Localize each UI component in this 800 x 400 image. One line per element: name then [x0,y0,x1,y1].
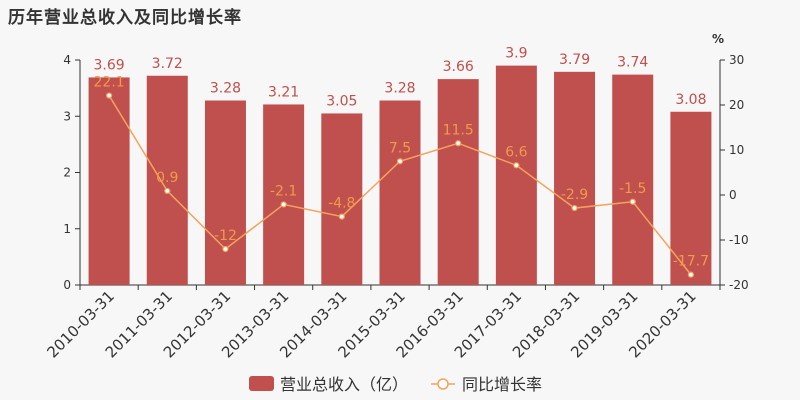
chart-title: 历年营业总收入及同比增长率 [8,8,242,28]
revenue-bar[interactable] [146,75,188,285]
revenue-bar[interactable] [554,71,596,285]
revenue-value-label: 3.21 [268,84,299,100]
growth-rate-point[interactable] [513,162,520,169]
y-right-tick-label: 20 [729,98,744,112]
growth-rate-point[interactable] [105,92,113,99]
legend-label-revenue: 营业总收入（亿） [280,375,408,394]
growth-rate-point[interactable] [571,204,578,212]
growth-rate-point[interactable] [222,245,229,253]
revenue-value-label: 3.08 [675,92,706,108]
growth-rate-value-label: -17.7 [673,254,709,270]
growth-rate-point[interactable] [396,158,404,165]
revenue-value-label: 3.05 [326,93,357,109]
y-left-tick-label: 2 [63,166,71,180]
y-left-tick-label: 0 [63,278,71,292]
revenue-bar[interactable] [321,113,363,285]
growth-rate-value-label: 11.5 [443,122,474,138]
revenue-bar[interactable] [263,104,305,285]
growth-rate-value-label: 0.9 [156,170,178,186]
revenue-bar[interactable] [88,77,130,285]
revenue-value-label: 3.79 [559,52,590,68]
growth-rate-point[interactable] [455,140,462,147]
y-right-tick-label: 10 [729,143,744,157]
growth-rate-point[interactable] [338,213,345,220]
revenue-value-label: 3.28 [210,81,241,97]
growth-rate-value-label: -2.9 [561,187,588,203]
revenue-value-label: 3.72 [152,56,183,72]
y-right-tick-label: -10 [729,233,749,247]
revenue-bar[interactable] [612,74,654,285]
growth-rate-point[interactable] [164,187,171,195]
revenue-value-label: 3.66 [443,59,474,75]
revenue-bar[interactable] [204,100,246,286]
growth-rate-value-label: -4.8 [328,196,355,212]
y-right-tick-label: 0 [729,188,737,202]
y-right-unit: % [712,32,724,46]
growth-rate-point[interactable] [629,198,636,205]
growth-rate-value-label: 6.6 [505,144,527,160]
growth-rate-value-label: -1.5 [619,181,646,197]
revenue-value-label: 3.69 [94,57,125,73]
growth-rate-value-label: 7.5 [389,140,411,156]
legend-label-growth: 同比增长率 [462,375,542,394]
revenue-bar[interactable] [437,79,479,285]
revenue-value-label: 3.28 [384,81,415,97]
growth-rate-value-label: 22.1 [94,75,125,91]
growth-rate-value-label: -12 [214,228,237,244]
y-left-tick-label: 1 [63,222,71,236]
legend-swatch-revenue[interactable] [249,376,274,391]
y-left-tick-label: 3 [63,109,71,123]
growth-rate-value-label: -2.1 [270,183,297,199]
revenue-value-label: 3.9 [505,46,527,62]
growth-rate-point[interactable] [280,201,287,208]
revenue-bar[interactable] [670,111,712,285]
y-left-tick-label: 4 [63,53,71,67]
y-right-tick-label: 30 [729,53,744,67]
growth-rate-point[interactable] [687,271,695,278]
legend-swatch-growth-marker [437,378,449,390]
revenue-value-label: 3.74 [617,55,648,71]
revenue-bar[interactable] [379,100,421,286]
y-right-tick-label: -20 [729,278,749,292]
